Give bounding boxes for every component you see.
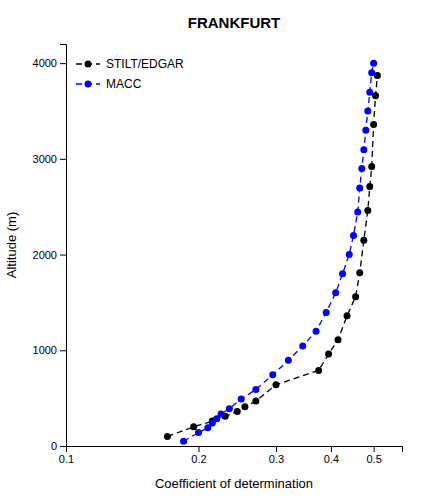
series-line xyxy=(184,63,374,441)
x-tick-mark xyxy=(198,446,199,452)
chart-container: 0.1 0.2 0.3 0.4 0.5 0 1000 2000 3000 4000 STILT/ED… xyxy=(0,0,426,500)
point xyxy=(269,371,276,378)
y-axis-title: Altitude (m) xyxy=(4,212,19,278)
point xyxy=(352,293,359,300)
point xyxy=(356,269,363,276)
point xyxy=(339,270,346,277)
y-tick-label: 1000 xyxy=(33,344,57,356)
point xyxy=(350,232,357,239)
point xyxy=(346,251,353,258)
y-tick-label: 3000 xyxy=(33,153,57,165)
point xyxy=(364,207,371,214)
x-tick-label: 0.5 xyxy=(366,453,381,465)
legend-item: STILT/EDGAR xyxy=(76,57,184,71)
x-axis-line xyxy=(67,447,403,453)
point xyxy=(360,237,367,244)
point xyxy=(360,146,367,153)
point xyxy=(315,367,322,374)
point xyxy=(325,351,332,358)
legend-item: MACC xyxy=(76,77,142,91)
x-tick-label: 0.3 xyxy=(269,453,284,465)
legend-label: MACC xyxy=(106,77,142,91)
chart: 0.1 0.2 0.3 0.4 0.5 0 1000 2000 3000 4000 STILT/ED… xyxy=(0,0,426,500)
point xyxy=(362,127,369,134)
x-tick: 0.5 xyxy=(366,446,381,465)
y-tick-label: 0 xyxy=(51,440,57,452)
y-tick-mark xyxy=(60,350,66,351)
point xyxy=(272,381,279,388)
x-tick-mark xyxy=(331,446,332,452)
y-tick-mark xyxy=(60,63,66,64)
x-tick-mark xyxy=(374,446,375,452)
point xyxy=(299,342,306,349)
point xyxy=(366,183,373,190)
x-tick-label: 0.1 xyxy=(59,453,74,465)
point xyxy=(234,408,241,415)
point xyxy=(323,309,330,316)
y-tick: 2000 xyxy=(33,249,66,261)
point xyxy=(252,386,259,393)
point xyxy=(358,165,365,172)
point xyxy=(218,410,225,417)
series xyxy=(164,72,381,440)
y-tick-mark xyxy=(60,446,66,447)
x-tick: 0.2 xyxy=(191,446,206,465)
legend-marker xyxy=(85,81,92,88)
legend: STILT/EDGAR MACC xyxy=(76,57,184,91)
y-tick-label: 2000 xyxy=(33,249,57,261)
title: FRANKFURT xyxy=(188,14,280,31)
series-group xyxy=(164,60,381,445)
point xyxy=(344,312,351,319)
x-tick: 0.4 xyxy=(324,446,339,465)
point xyxy=(332,289,339,296)
y-axis: 0 1000 2000 3000 4000 xyxy=(33,45,67,453)
y-tick: 1000 xyxy=(33,344,66,356)
point xyxy=(335,336,342,343)
y-tick: 4000 xyxy=(33,57,66,69)
y-tick: 3000 xyxy=(33,153,66,165)
x-axis-title: Coefficient of determination xyxy=(155,476,313,491)
point xyxy=(190,423,197,430)
series xyxy=(180,60,377,445)
x-tick: 0.3 xyxy=(269,446,284,465)
x-tick-label: 0.2 xyxy=(191,453,206,465)
point xyxy=(164,433,171,440)
point xyxy=(313,328,320,335)
point xyxy=(356,185,363,192)
point xyxy=(366,89,373,96)
y-tick: 0 xyxy=(51,440,66,452)
x-tick: 0.1 xyxy=(59,446,74,465)
point xyxy=(370,60,377,67)
plot-area: 0.1 0.2 0.3 0.4 0.5 0 1000 2000 3000 4000 STILT/ED… xyxy=(33,45,403,465)
x-tick-mark xyxy=(276,446,277,452)
point xyxy=(368,69,375,76)
point xyxy=(364,108,371,115)
x-tick-label: 0.4 xyxy=(324,453,339,465)
y-tick-label: 4000 xyxy=(33,57,57,69)
point xyxy=(368,163,375,170)
y-axis-line xyxy=(60,45,67,447)
point xyxy=(285,357,292,364)
point xyxy=(370,121,377,128)
point xyxy=(195,429,202,436)
point xyxy=(180,438,187,445)
point xyxy=(252,398,259,405)
x-axis: 0.1 0.2 0.3 0.4 0.5 xyxy=(59,446,403,465)
point xyxy=(241,403,248,410)
point xyxy=(354,208,361,215)
series-line xyxy=(167,76,377,437)
y-tick-mark xyxy=(60,255,66,256)
legend-marker xyxy=(85,61,92,68)
y-tick-mark xyxy=(60,159,66,160)
point xyxy=(226,405,233,412)
point xyxy=(238,396,245,403)
legend-label: STILT/EDGAR xyxy=(106,57,184,71)
